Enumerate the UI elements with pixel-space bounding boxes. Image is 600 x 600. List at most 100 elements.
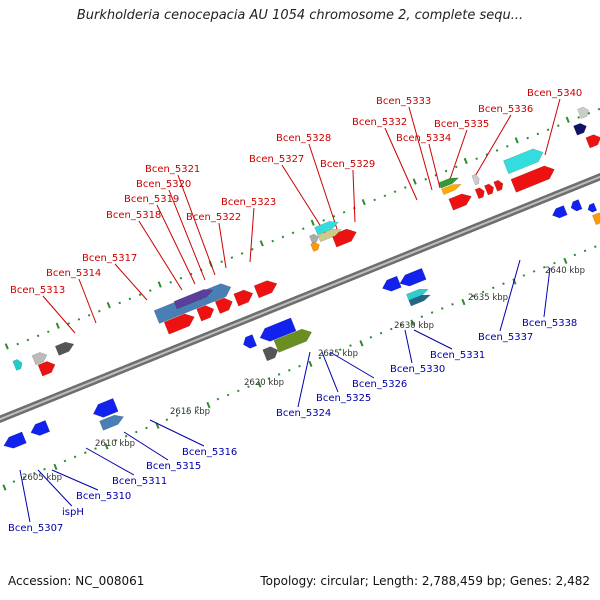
scale-tick [77, 318, 81, 321]
scale-tick [298, 364, 301, 368]
label-bcen-5338: Bcen_5338 [522, 318, 577, 329]
forward-gene-box [573, 123, 587, 136]
accession-text: Accession: NC_008061 [8, 574, 145, 588]
leader-line [37, 469, 73, 507]
scale-tick [444, 169, 448, 173]
scale-tick [389, 327, 393, 331]
scale-label-2610-kbp: 2610 kbp [95, 439, 135, 449]
leader-line [413, 329, 453, 350]
leader-line [447, 129, 468, 186]
label-bcen-5311: Bcen_5311 [112, 476, 167, 487]
scale-tick [553, 261, 556, 265]
scale-tick [573, 253, 577, 257]
label-bcen-5320: Bcen_5320 [136, 179, 191, 190]
label-bcen-5319: Bcen_5319 [124, 194, 179, 205]
forward-gene-box [314, 221, 339, 236]
forward-gene-arrow [253, 280, 278, 299]
scale-tick [73, 455, 77, 459]
reverse-gene-arrow [570, 199, 583, 212]
label-bcen-5340: Bcen_5340 [527, 88, 582, 99]
label-bcen-5316: Bcen_5316 [182, 447, 237, 458]
reverse-gene-arrow [552, 205, 568, 219]
leader-line [123, 431, 169, 461]
scale-tick [250, 248, 254, 251]
text-labels: 2605 kbp 2610 kbp 2615 kbp 2620 kbp 2625 kbp… [8, 88, 585, 534]
scale-tick [26, 338, 30, 342]
forward-gene-arrow [474, 187, 485, 200]
leader-lines [19, 98, 561, 523]
scale-tick [114, 439, 118, 442]
leader-line [149, 419, 205, 447]
scale-tick [145, 426, 148, 430]
scale-tick [196, 406, 199, 409]
label-bcen-5329: Bcen_5329 [320, 159, 375, 170]
forward-gene-arrow [233, 289, 254, 307]
leader-line [168, 189, 206, 281]
scale-tick [434, 173, 438, 177]
forward-gene-box [12, 359, 23, 371]
scale-tick [383, 194, 387, 198]
scale-tick [328, 352, 332, 356]
scale-tick [179, 276, 183, 280]
scale-tick [104, 443, 109, 450]
forward-gene-box [173, 289, 214, 310]
forward-gene-arrow [510, 165, 555, 193]
forward-gene-arrow [448, 193, 472, 211]
reverse-gene-arrow [587, 202, 598, 213]
scale-tick [135, 430, 138, 434]
scale-tick [236, 389, 240, 393]
scale-tick [332, 215, 336, 218]
forward-gene-arrow [493, 179, 504, 192]
reverse-gene-arrow [3, 431, 27, 449]
scale-tick [155, 422, 160, 429]
forward-gene-arrow [163, 313, 195, 335]
backbone-layer [0, 173, 600, 423]
leader-line [42, 295, 76, 334]
scale-tick [138, 293, 142, 296]
scale-tick [361, 198, 366, 206]
scale-tick [359, 340, 364, 347]
forward-gene-box [54, 341, 75, 356]
scale-tick [593, 245, 597, 248]
scale-tick [310, 219, 315, 226]
scale-tick [563, 257, 568, 265]
scale-ticks [2, 107, 600, 491]
leader-line [156, 204, 196, 285]
label-bcen-5332: Bcen_5332 [352, 117, 407, 128]
scale-tick [342, 210, 346, 214]
leader-line [543, 267, 551, 318]
forward-gene-box [503, 148, 544, 175]
scale-tick [186, 410, 189, 413]
label-bcen-5318: Bcen_5318 [106, 210, 161, 221]
chromosome-backbone [0, 173, 600, 423]
scale-tick [206, 401, 211, 409]
forward-gene-arrow [37, 361, 56, 377]
leader-line [78, 278, 97, 324]
scale-tick [565, 116, 570, 123]
reverse-gene-arrow [259, 317, 297, 342]
scale-tick [532, 270, 536, 273]
scale-tick [94, 447, 97, 450]
scale-label-2615-kbp: 2615 kbp [170, 407, 210, 417]
label-bcen-5331: Bcen_5331 [430, 350, 485, 361]
reverse-gene-box [99, 414, 125, 431]
scale-tick [259, 240, 264, 247]
scale-tick [451, 303, 454, 306]
scale-tick [47, 330, 50, 334]
scale-tick [157, 281, 162, 288]
reverse-gene-box [262, 346, 279, 362]
label-bcen-5322: Bcen_5322 [186, 212, 241, 223]
scale-tick [4, 343, 9, 350]
leader-line [408, 106, 433, 191]
label-bcen-5335: Bcen_5335 [434, 119, 489, 130]
scale-label-2635-kbp: 2635 kbp [468, 293, 508, 303]
leader-line [177, 174, 216, 276]
scale-tick [308, 360, 313, 368]
scale-tick [587, 112, 591, 115]
scale-tick [53, 463, 58, 471]
scale-tick [301, 227, 305, 231]
forward-gene-arrow [331, 228, 357, 248]
forward-gene-box [441, 184, 462, 195]
label-bcen-5323: Bcen_5323 [221, 197, 276, 208]
